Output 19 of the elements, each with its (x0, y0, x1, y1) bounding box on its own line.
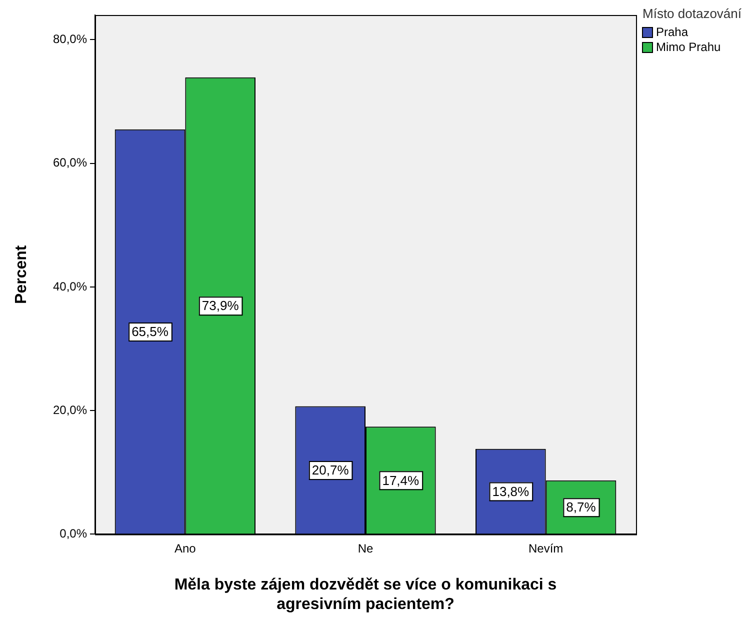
x-tick-label: Ano (174, 542, 196, 556)
legend-title: Místo dotazování (642, 6, 742, 21)
data-label: 20,7% (312, 462, 350, 478)
data-label: 13,8% (492, 484, 530, 499)
y-tick-label: 60,0% (52, 156, 88, 170)
y-tick-label: 0,0% (60, 526, 88, 541)
legend-label: Mimo Prahu (656, 40, 721, 54)
x-tick-label: Nevím (528, 542, 564, 556)
y-axis-title: Percent (13, 244, 30, 304)
data-label: 17,4% (382, 472, 420, 488)
x-axis-title: Měla byste zájem dozvědět se více o komunikaci s agresivním pacientem? (174, 576, 557, 613)
y-tick-label: 20,0% (52, 402, 88, 417)
data-label: 65,5% (132, 324, 169, 340)
data-label: 8,7% (566, 500, 596, 515)
legend-label: Praha (656, 25, 688, 39)
x-tick-label: Ne (358, 542, 374, 556)
y-tick-label: 80,0% (52, 32, 88, 46)
data-label: 73,9% (202, 298, 240, 314)
y-tick-label: 40,0% (52, 279, 88, 294)
